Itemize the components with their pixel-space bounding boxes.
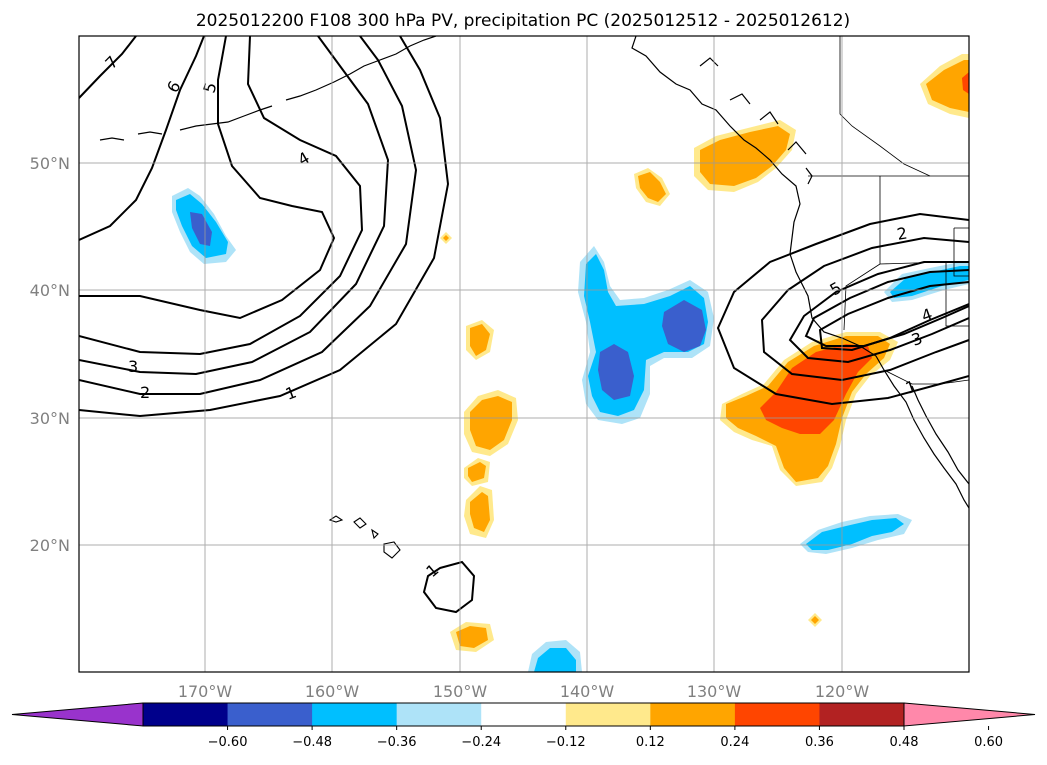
state-border-1 [843,176,881,331]
precip-pos-blob-c3-core [468,462,486,482]
lat-label-30n: 30°N [30,409,70,428]
coast-islands-bc [699,57,813,185]
precip-neg-blob-170w-max [190,212,212,246]
longitude-labels: 170°W 160°W 150°W 140°W 130°W 120°W [178,682,870,701]
pv-label-2-east: 2 [895,223,908,243]
precip-neg-blob-140w-max1 [598,344,634,400]
pv-contour-6 [79,36,205,241]
pv-contour-4-east [818,281,969,352]
lon-label-150w: 150°W [433,682,488,701]
precip-shading [172,54,969,672]
pv-contour-2 [79,36,418,395]
lon-label-170w: 170°W [178,682,233,701]
precip-neg-blob-140w-max2 [662,300,706,352]
precip-pos-blob-coast-max [760,344,872,434]
colorbar-tick-label: 0.24 [720,735,749,750]
us-mexico-border [883,369,969,385]
baja-gulf-coast [911,385,969,485]
lat-label-20n: 20°N [30,536,70,555]
colorbar-segment [819,703,905,726]
map-panel: 7 6 5 4 3 2 1 1 2 5 4 3 1 [78,35,970,673]
precip-pos-blob-50n-core [700,126,790,186]
precip-pos-blob-48n-core [638,172,666,202]
precip-pos-blob-c5-core [456,626,488,648]
colorbar-segment [734,703,820,726]
pv-contour-5-east [804,269,969,347]
alaska-coast [285,36,437,101]
pv-contour-3 [79,36,390,376]
aleutians-2 [137,131,163,135]
lon-label-140w: 140°W [560,682,615,701]
precip-pos-blob-c4-core [470,492,490,532]
pv-contour-1-west [79,36,450,418]
colorbar-extend-min [11,702,144,727]
pv-contour-1-south [422,560,476,614]
pv-contour-7 [79,36,137,99]
colorbar-segment [143,703,229,726]
colorbar-tick-label: −0.12 [546,735,586,750]
political-boundaries [808,36,969,385]
precip-pos-blob-ne-core [926,60,969,112]
pv-label-3: 3 [128,357,138,376]
colorbar-segment [312,703,398,726]
lat-label-40n: 40°N [30,281,70,300]
hawaii-niihau [328,515,344,523]
hawaii-islands [328,515,401,559]
aleutians-1 [99,137,125,141]
precip-neg-strip-20n-core [806,518,904,550]
colorbar-tick-label: 0.48 [890,735,919,750]
precip-pos-blob-ne-max [962,72,969,94]
colorbar-frame [142,702,905,727]
colorbar-segment [650,703,736,726]
pv-contour-2-east [760,236,969,382]
colorbar-tick-label: 0.36 [805,735,834,750]
state-border-3 [953,227,969,277]
pv-contours [79,36,969,614]
colorbar-tick-label: −0.48 [292,735,332,750]
pv-contour-4 [79,36,364,356]
colorbar-segment [396,703,482,726]
state-border-2 [879,261,969,327]
map-title: 2025012200 F108 300 hPa PV, precipitatio… [196,11,850,31]
colorbar-tick-label: 0.12 [636,735,665,750]
alaska-canada-border [839,36,931,177]
colorbar-extend-max [903,702,1036,727]
colorbar-tick-label: −0.24 [461,735,501,750]
gridlines [79,36,969,672]
lon-label-160w: 160°W [305,682,360,701]
colorbar-segment [565,703,651,726]
colorbar-segment [481,703,567,726]
colorbar-tick-label: 0.60 [974,735,1003,750]
colorbar: −0.60 −0.48 −0.36 −0.24 −0.12 0.12 0.24 0.36 0.4… [11,702,1036,750]
precip-neg-blob-south-core [534,648,576,672]
lat-label-50n: 50°N [30,154,70,173]
colorbar-tick-label: −0.36 [377,735,417,750]
pv-contour-1-east [716,212,969,406]
precip-pos-dot-2-core [811,616,819,624]
pv-contour-3-east [788,261,969,364]
hawaii-big-island [383,541,401,559]
precip-pos-dot-1-core [443,235,449,241]
hawaii-oahu [353,517,367,529]
precip-pos-blob-c2-core [470,396,512,450]
precip-pos-blob-c1-core [470,324,490,356]
lon-label-120w: 120°W [815,682,870,701]
map-frame [78,35,970,673]
hawaii-maui [371,528,379,540]
pv-label-2: 2 [140,383,150,402]
colorbar-segment [227,703,313,726]
latitude-labels: 50°N 40°N 30°N 20°N [30,154,70,555]
lon-label-130w: 130°W [687,682,742,701]
pv-contour-5 [79,36,336,320]
colorbar-tick-label: −0.60 [208,735,248,750]
